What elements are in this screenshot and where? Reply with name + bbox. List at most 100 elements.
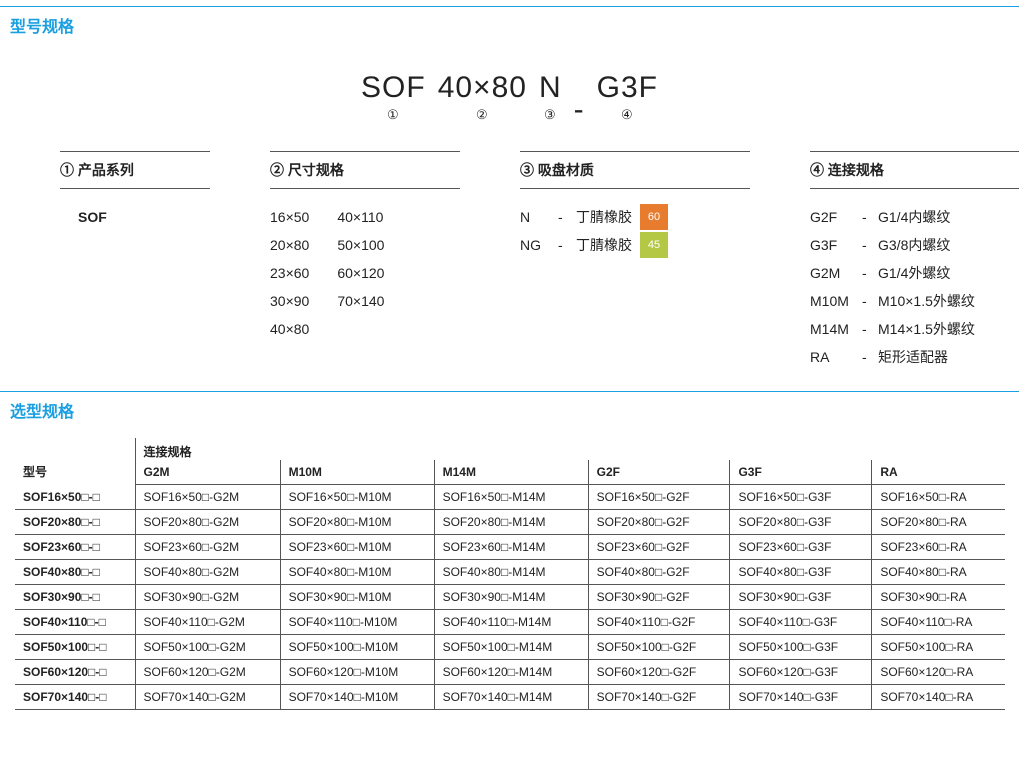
table-row: SOF20×80□-□SOF20×80□-G2MSOF20×80□-M10M SO… [15, 510, 1005, 535]
table-header-conn-col: G3F [730, 460, 872, 485]
table-cell: SOF16×50□-M14M [434, 485, 588, 510]
table-cell-model: SOF40×110□-□ [15, 610, 135, 635]
table-cell: SOF20×80□-M10M [280, 510, 434, 535]
table-cell: SOF40×110□-RA [872, 610, 1005, 635]
table-cell: SOF40×110□-G2F [588, 610, 730, 635]
table-cell: SOF70×140□-G2M [135, 685, 280, 710]
table-cell: SOF20×80□-RA [872, 510, 1005, 535]
top-rule [0, 6, 1019, 7]
table-row: SOF40×110□-□SOF40×110□-G2MSOF40×110□-M10… [15, 610, 1005, 635]
table-cell: SOF60×120□-G2M [135, 660, 280, 685]
table-cell: SOF70×140□-G2F [588, 685, 730, 710]
table-cell: SOF30×90□-G2M [135, 585, 280, 610]
size-item: 23×60 [270, 259, 309, 287]
size-item: 30×90 [270, 287, 309, 315]
table-cell: SOF40×110□-M10M [280, 610, 434, 635]
table-row: SOF30×90□-□SOF30×90□-G2MSOF30×90□-M10MSO… [15, 585, 1005, 610]
table-cell: SOF40×80□-RA [872, 560, 1005, 585]
spec-grid: ① 产品系列 SOF ② 尺寸规格 16×5020×8023×6030×9040… [0, 151, 1019, 381]
table-cell: SOF40×110□-G2M [135, 610, 280, 635]
table-cell: SOF30×90□-M14M [434, 585, 588, 610]
table-cell-model: SOF20×80□-□ [15, 510, 135, 535]
size-item: 70×140 [337, 287, 384, 315]
table-header-conn-col: RA [872, 460, 1005, 485]
model-segment: 40×80② [438, 71, 527, 123]
table-cell: SOF23×60□-G3F [730, 535, 872, 560]
material-row: N-丁腈橡胶60 [520, 203, 750, 231]
model-segment: N③ [539, 71, 562, 123]
table-cell: SOF70×140□-M10M [280, 685, 434, 710]
connection-row: G3F-G3/8内螺纹 [810, 231, 1019, 259]
hardness-tag: 60 [640, 204, 668, 230]
table-cell: SOF40×80□-M14M [434, 560, 588, 585]
table-cell: SOF40×80□-G3F [730, 560, 872, 585]
table-cell: SOF60×120□-M14M [434, 660, 588, 685]
model-segment: - [574, 93, 585, 129]
size-item: 40×110 [337, 203, 384, 231]
table-cell: SOF16×50□-G2F [588, 485, 730, 510]
table-cell: SOF60×120□-M10M [280, 660, 434, 685]
model-segment: G3F④ [597, 71, 658, 123]
connection-row: G2F-G1/4内螺纹 [810, 203, 1019, 231]
spec-head-series: ① 产品系列 [60, 151, 210, 189]
spec-col-material: ③ 吸盘材质 N-丁腈橡胶60NG-丁腈橡胶45 [520, 151, 750, 371]
table-cell: SOF23×60□-G2M [135, 535, 280, 560]
table-row: SOF70×140□-□SOF70×140□-G2MSOF70×140□-M10… [15, 685, 1005, 710]
table-header-conn-col: G2M [135, 460, 280, 485]
table-row: SOF16×50□-□SOF16×50□-G2MSOF16×50□-M10MSO… [15, 485, 1005, 510]
section-title-select: 选型规格 [0, 394, 1019, 428]
size-item: 50×100 [337, 231, 384, 259]
table-cell: SOF30×90□-G3F [730, 585, 872, 610]
spec-col-connection: ④ 连接规格 G2F-G1/4内螺纹G3F-G3/8内螺纹G2M-G1/4外螺纹… [810, 151, 1019, 371]
table-row: SOF40×80□-□SOF40×80□-G2MSOF40×80□-M10MSO… [15, 560, 1005, 585]
table-cell: SOF60×120□-RA [872, 660, 1005, 685]
table-cell: SOF60×120□-G3F [730, 660, 872, 685]
table-cell: SOF23×60□-M10M [280, 535, 434, 560]
table-cell-model: SOF16×50□-□ [15, 485, 135, 510]
size-item: 20×80 [270, 231, 309, 259]
table-cell: SOF23×60□-G2F [588, 535, 730, 560]
table-cell: SOF40×80□-G2F [588, 560, 730, 585]
size-item: 16×50 [270, 203, 309, 231]
selection-table: 型号连接规格G2MM10MM14MG2FG3FRA SOF16×50□-□SOF… [15, 438, 1005, 710]
table-cell: SOF70×140□-M14M [434, 685, 588, 710]
table-cell: SOF60×120□-G2F [588, 660, 730, 685]
table-header-conn: 连接规格 [135, 438, 1005, 460]
table-cell: SOF20×80□-G2F [588, 510, 730, 535]
table-cell: SOF16×50□-RA [872, 485, 1005, 510]
connection-row: M10M-M10×1.5外螺纹 [810, 287, 1019, 315]
table-cell: SOF50×100□-M10M [280, 635, 434, 660]
table-cell-model: SOF60×120□-□ [15, 660, 135, 685]
spec-col-size: ② 尺寸规格 16×5020×8023×6030×9040×80 40×1105… [270, 151, 460, 371]
table-cell: SOF16×50□-G2M [135, 485, 280, 510]
table-cell-model: SOF70×140□-□ [15, 685, 135, 710]
table-header-model: 型号 [15, 438, 135, 485]
hardness-tag: 45 [640, 232, 668, 258]
table-cell: SOF30×90□-RA [872, 585, 1005, 610]
table-cell: SOF16×50□-G3F [730, 485, 872, 510]
spec-head-material: ③ 吸盘材质 [520, 151, 750, 189]
table-cell: SOF20×80□-G3F [730, 510, 872, 535]
table-cell-model: SOF50×100□-□ [15, 635, 135, 660]
model-breakdown: SOF①40×80②N③-G3F④ [0, 71, 1019, 129]
table-cell: SOF50×100□-G2F [588, 635, 730, 660]
table-cell: SOF50×100□-G3F [730, 635, 872, 660]
table-cell: SOF23×60□-RA [872, 535, 1005, 560]
table-cell-model: SOF40×80□-□ [15, 560, 135, 585]
table-cell-model: SOF30×90□-□ [15, 585, 135, 610]
connection-row: G2M-G1/4外螺纹 [810, 259, 1019, 287]
section-rule [0, 391, 1019, 392]
table-cell: SOF40×80□-M10M [280, 560, 434, 585]
connection-row: M14M-M14×1.5外螺纹 [810, 315, 1019, 343]
spec-head-connection: ④ 连接规格 [810, 151, 1019, 189]
model-segment: SOF① [361, 71, 426, 123]
table-cell: SOF16×50□-M10M [280, 485, 434, 510]
table-cell: SOF20×80□-G2M [135, 510, 280, 535]
connection-row: RA-矩形适配器 [810, 343, 1019, 371]
table-cell: SOF50×100□-RA [872, 635, 1005, 660]
spec-head-size: ② 尺寸规格 [270, 151, 460, 189]
spec-series-value: SOF [60, 203, 210, 231]
table-cell-model: SOF23×60□-□ [15, 535, 135, 560]
table-cell: SOF70×140□-G3F [730, 685, 872, 710]
table-cell: SOF30×90□-M10M [280, 585, 434, 610]
